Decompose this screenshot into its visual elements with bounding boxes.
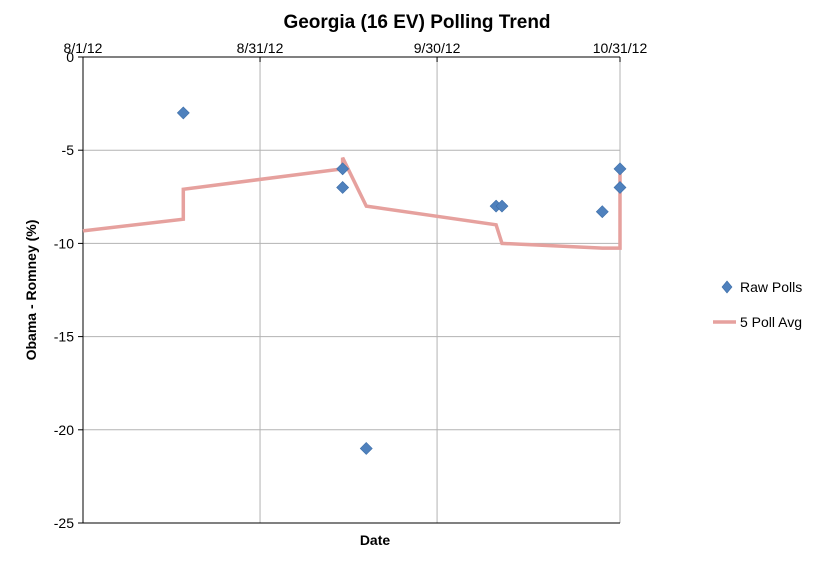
raw-poll-point — [613, 181, 627, 194]
series — [82, 106, 627, 455]
x-tick-label: 8/31/12 — [237, 40, 284, 56]
raw-poll-point — [336, 162, 350, 176]
axes — [78, 56, 621, 524]
legend-label-5-poll-avg: 5 Poll Avg — [740, 314, 802, 330]
y-tick-label: -5 — [62, 142, 75, 158]
x-tick-label: 9/30/12 — [414, 40, 461, 56]
x-tick-label: 10/31/12 — [593, 40, 648, 56]
raw-poll-point — [176, 106, 190, 120]
raw-poll-point — [336, 181, 350, 194]
y-tick-label: -15 — [54, 329, 74, 345]
raw-poll-point — [595, 205, 609, 219]
series-line-5-poll-avg — [82, 156, 622, 250]
x-tick-labels: 8/1/12 8/31/12 9/30/12 10/31/12 — [64, 40, 648, 56]
y-tick-labels: 0 -5 -10 -15 -20 -25 — [54, 49, 74, 531]
legend: Raw Polls 5 Poll Avg — [713, 279, 802, 330]
raw-poll-point — [613, 162, 627, 176]
grid-lines — [83, 57, 621, 523]
raw-poll-point — [495, 199, 509, 213]
x-axis-title: Date — [360, 532, 391, 548]
y-tick-label: -25 — [54, 515, 74, 531]
y-tick-label: -20 — [54, 422, 74, 438]
raw-poll-point — [359, 442, 373, 455]
chart-title: Georgia (16 EV) Polling Trend — [283, 12, 550, 33]
y-tick-label: 0 — [66, 49, 74, 65]
y-axis-title: Obama - Romney (%) — [23, 220, 39, 361]
y-tick-label: -10 — [54, 235, 74, 251]
legend-marker-raw-polls — [721, 280, 733, 294]
legend-label-raw-polls: Raw Polls — [740, 279, 802, 295]
x-tick-label: 8/1/12 — [64, 40, 103, 56]
